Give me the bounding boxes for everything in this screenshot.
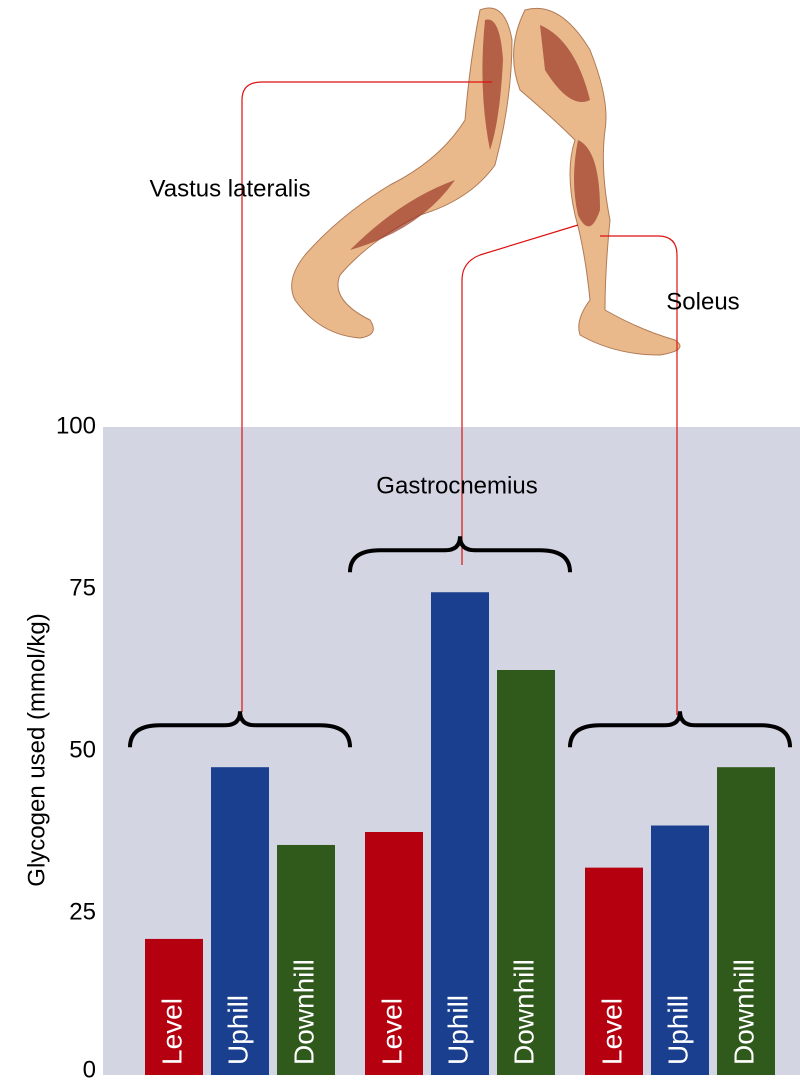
y-tick-label: 100 bbox=[56, 412, 96, 439]
bar-label: Downhill bbox=[508, 959, 539, 1065]
bar-label: Uphill bbox=[662, 995, 693, 1065]
category-label: Gastrocnemius bbox=[376, 472, 537, 499]
y-axis-label: Glycogen used (mmol/kg) bbox=[23, 613, 50, 886]
bar-label: Level bbox=[596, 998, 627, 1065]
bar-label: Downhill bbox=[728, 959, 759, 1065]
bar-label: Level bbox=[156, 998, 187, 1065]
bar-label: Uphill bbox=[442, 995, 473, 1065]
y-tick-label: 25 bbox=[69, 898, 96, 925]
chart: Glycogen used (mmol/kg) 0 25 50 75 100 Vastus… bbox=[0, 0, 800, 1087]
legs-illustration bbox=[292, 8, 680, 355]
category-label: Soleus bbox=[666, 288, 739, 315]
category-label: Vastus lateralis bbox=[150, 175, 311, 202]
y-tick-label: 50 bbox=[69, 736, 96, 763]
bar-label: Downhill bbox=[288, 959, 319, 1065]
bar-label: Uphill bbox=[222, 995, 253, 1065]
y-tick-label: 0 bbox=[83, 1056, 96, 1083]
y-tick-label: 75 bbox=[69, 574, 96, 601]
bar-label: Level bbox=[376, 998, 407, 1065]
